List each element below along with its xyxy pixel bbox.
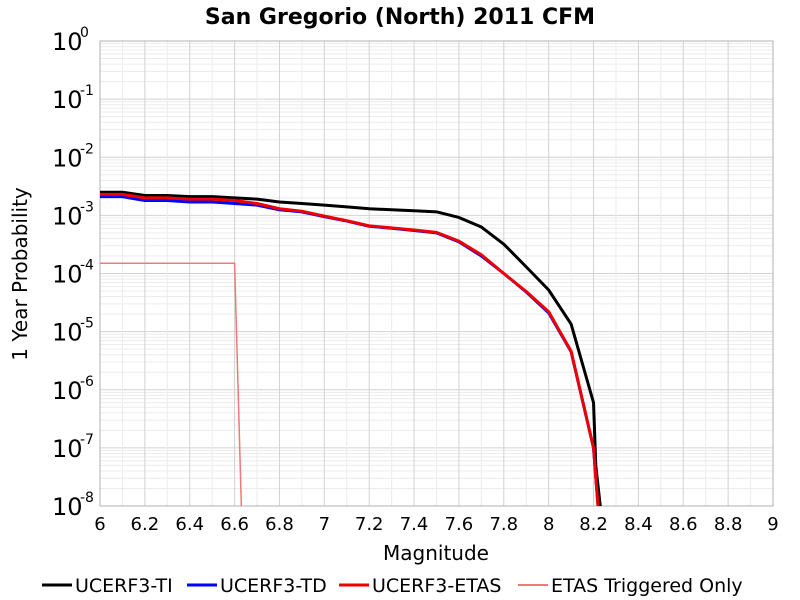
grid bbox=[99, 40, 774, 507]
x-tick-label: 6.8 bbox=[265, 514, 294, 535]
x-tick-label: 7.2 bbox=[355, 514, 384, 535]
series-layer bbox=[100, 190, 602, 507]
x-tick-label: 6.6 bbox=[220, 514, 249, 535]
x-tick-label: 8.2 bbox=[579, 514, 608, 535]
series-line-ucerf3-etas bbox=[100, 192, 600, 507]
legend-label-ucerf3-etas: UCERF3-ETAS bbox=[372, 575, 501, 597]
series-line-ucerf3-td bbox=[100, 195, 600, 507]
chart-title: San Gregorio (North) 2011 CFM bbox=[205, 5, 595, 30]
y-tick-label: 10 bbox=[52, 377, 83, 405]
x-tick-label: 7.8 bbox=[489, 514, 518, 535]
x-tick-label: 7.4 bbox=[400, 514, 429, 535]
x-tick-labels: 6 6.2 6.4 6.6 6.8 7 7.2 7.4 7.6 7.8 8 8.2 8.4 8.6 8.8 9 bbox=[94, 514, 778, 535]
x-tick-label: 8.4 bbox=[624, 514, 653, 535]
y-axis-label: 1 Year Probability bbox=[8, 187, 32, 361]
series-line-ucerf3-ti bbox=[100, 190, 602, 507]
y-tick-exponent: -5 bbox=[80, 316, 94, 332]
y-tick-exponent: -7 bbox=[80, 432, 94, 448]
x-axis-label: Magnitude bbox=[383, 541, 489, 565]
series-line-etas-triggered-only bbox=[100, 262, 243, 507]
legend: UCERF3-TI UCERF3-TD UCERF3-ETAS ETAS Trigge… bbox=[42, 575, 743, 597]
x-tick-label: 6.2 bbox=[131, 514, 160, 535]
y-tick-exponent: 0 bbox=[80, 25, 89, 41]
x-tick-label: 8 bbox=[543, 514, 554, 535]
y-tick-label: 10 bbox=[52, 435, 83, 463]
x-tick-label: 6 bbox=[94, 514, 105, 535]
plot-area bbox=[99, 40, 774, 507]
x-tick-label: 6.4 bbox=[175, 514, 204, 535]
legend-label-etas-triggered-only: ETAS Triggered Only bbox=[551, 575, 743, 597]
y-tick-label: 10 bbox=[52, 319, 83, 347]
y-tick-label: 10 bbox=[52, 28, 83, 56]
y-tick-exponent: -4 bbox=[80, 258, 94, 274]
x-tick-label: 8.8 bbox=[714, 514, 743, 535]
legend-label-ucerf3-ti: UCERF3-TI bbox=[75, 575, 173, 597]
y-tick-exponent: -8 bbox=[80, 490, 94, 506]
y-tick-label: 10 bbox=[52, 202, 83, 230]
y-tick-exponent: -1 bbox=[80, 83, 94, 99]
y-tick-label: 10 bbox=[52, 493, 83, 521]
y-tick-exponent: -2 bbox=[80, 141, 94, 157]
y-tick-exponent: -6 bbox=[80, 374, 94, 390]
y-tick-exponent: -3 bbox=[80, 199, 94, 215]
y-tick-label: 10 bbox=[52, 86, 83, 114]
y-tick-label: 10 bbox=[52, 144, 83, 172]
x-tick-label: 8.6 bbox=[669, 514, 698, 535]
x-tick-label: 7.6 bbox=[445, 514, 474, 535]
x-tick-label: 9 bbox=[767, 514, 778, 535]
x-tick-label: 7 bbox=[319, 514, 330, 535]
legend-label-ucerf3-td: UCERF3-TD bbox=[220, 575, 327, 597]
y-tick-label: 10 bbox=[52, 261, 83, 289]
